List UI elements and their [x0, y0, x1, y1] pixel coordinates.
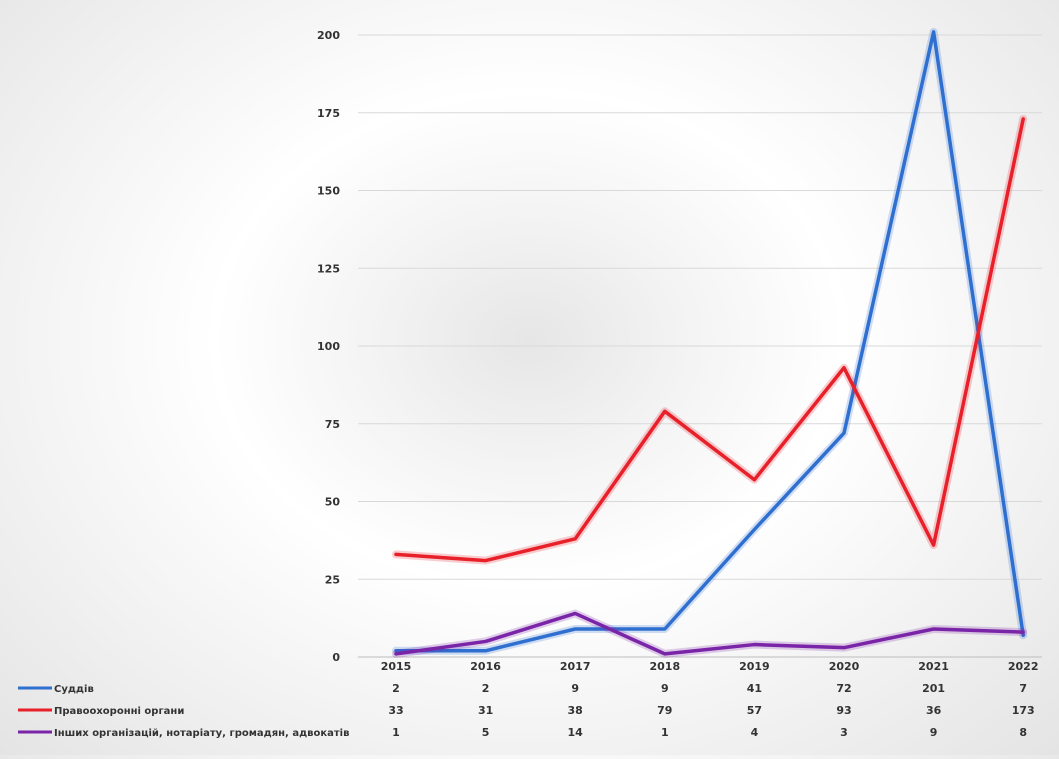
data-table-cell: 33: [388, 704, 403, 717]
y-axis: 0 25 50 75 100 125 150 175 200: [317, 29, 340, 664]
x-tick-label: 2020: [829, 660, 860, 673]
data-table-cell: 41: [747, 682, 762, 695]
data-table-cell: 79: [657, 704, 672, 717]
data-table-cell: 31: [478, 704, 493, 717]
y-tick-label: 200: [317, 29, 340, 42]
data-table-cell: 14: [568, 726, 584, 739]
data-table-cell: 9: [930, 726, 938, 739]
legend-label: Суддів: [54, 684, 94, 695]
grid-lines: [358, 34, 1042, 658]
x-tick-label: 2017: [560, 660, 591, 673]
x-tick-label: 2016: [470, 660, 501, 673]
x-axis: 2015 2016 2017 2018 2019 2020 2021 2022: [381, 660, 1039, 673]
data-table-cell: 4: [751, 726, 759, 739]
x-tick-label: 2015: [381, 660, 412, 673]
data-table-cell: 93: [836, 704, 851, 717]
data-table-cell: 8: [1019, 726, 1027, 739]
y-tick-label: 175: [317, 107, 340, 120]
data-table-cell: 5: [482, 726, 490, 739]
x-tick-label: 2018: [649, 660, 680, 673]
series-lines: [392, 27, 1028, 658]
y-tick-label: 0: [332, 651, 340, 664]
series-line: [394, 117, 1025, 563]
series-line: [394, 30, 1025, 653]
data-table-cell: 1: [392, 726, 400, 739]
y-tick-label: 100: [317, 340, 340, 353]
y-tick-label: 125: [317, 262, 340, 275]
data-table-cell: 57: [747, 704, 762, 717]
data-table-cell: 7: [1019, 682, 1027, 695]
data-table-cell: 3: [840, 726, 848, 739]
legend-label: Інших організацій, нотаріату, громадян, …: [54, 728, 349, 739]
data-table-cell: 38: [568, 704, 583, 717]
data-table-cell: 9: [571, 682, 579, 695]
y-tick-label: 50: [325, 496, 341, 509]
data-table-cell: 36: [926, 704, 942, 717]
data-table-cell: 2: [392, 682, 400, 695]
data-table-cell: 201: [922, 682, 945, 695]
legend-label: Правоохоронні органи: [54, 706, 184, 717]
series-line: [394, 611, 1025, 656]
x-tick-label: 2019: [739, 660, 770, 673]
series-line-glow: [392, 114, 1028, 565]
x-tick-label: 2021: [918, 660, 949, 673]
y-tick-label: 75: [325, 418, 340, 431]
data-table-cell: 2: [482, 682, 490, 695]
data-table-cell: 9: [661, 682, 669, 695]
data-table-cell: 1: [661, 726, 669, 739]
data-table-cell: 173: [1012, 704, 1035, 717]
x-tick-label: 2022: [1008, 660, 1039, 673]
y-tick-label: 25: [325, 573, 340, 586]
y-tick-label: 150: [317, 185, 340, 198]
data-table-cell: 72: [836, 682, 851, 695]
